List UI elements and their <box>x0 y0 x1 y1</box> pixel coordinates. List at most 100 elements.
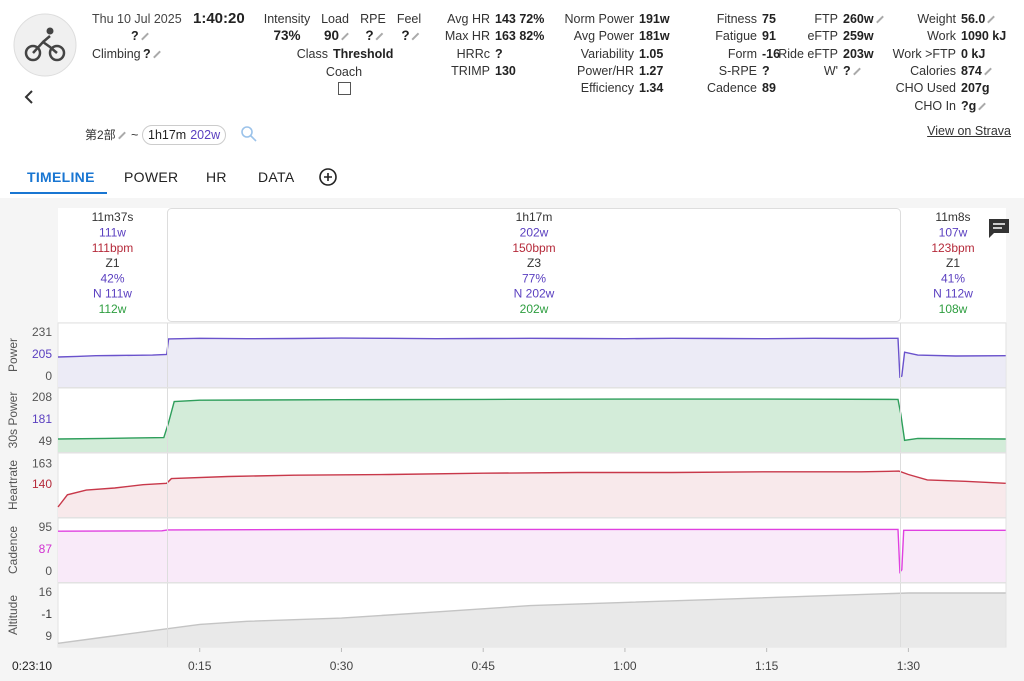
segment-percent: 42% <box>100 271 124 285</box>
line <box>57 592 1006 644</box>
segment-duration: 11m37s <box>92 210 134 224</box>
strava-link[interactable]: View on Strava <box>927 124 1011 138</box>
panel-y-label: Power <box>6 338 20 372</box>
stat-value: 207g <box>961 81 990 96</box>
stat-value: 0 kJ <box>961 46 986 61</box>
stat-value: 1.34 <box>639 81 664 96</box>
stat-value: 260w <box>843 12 884 26</box>
stat-label: S-RPE <box>718 63 757 78</box>
stat-value: 203w <box>843 46 874 61</box>
selected-segment[interactable] <box>167 208 901 322</box>
area-fill <box>58 593 1006 647</box>
stat-value: 75 <box>762 12 776 26</box>
y-tick-label: 208 <box>32 390 52 404</box>
area-fill <box>58 399 1006 452</box>
activity-name[interactable]: ? <box>131 29 149 43</box>
segment-percent: 77% <box>522 271 546 285</box>
stat-label: FTP <box>814 12 838 26</box>
y-readout: 181 <box>32 412 52 426</box>
stat-label: Fitness <box>716 12 757 26</box>
segment-avg30: 202w <box>520 302 549 316</box>
lap-power: 202w <box>190 128 221 142</box>
stat-label: Form <box>727 46 757 61</box>
x-tick-label: 1:15 <box>755 659 779 673</box>
tab[interactable]: TIMELINE <box>27 169 95 185</box>
stat-label: Power/HR <box>577 63 634 78</box>
stat-label: TRIMP <box>451 63 490 78</box>
coach-label: Coach <box>325 65 363 79</box>
segment-duration: 11m8s <box>935 210 970 224</box>
y-readout: 140 <box>32 477 52 491</box>
stat-label: Work >FTP <box>892 46 956 61</box>
stat-label: Ride eFTP <box>778 46 838 61</box>
summary-value: ? <box>401 29 420 43</box>
y-readout: 87 <box>39 542 53 556</box>
panel-y-label: Cadence <box>6 526 20 574</box>
tab[interactable]: DATA <box>258 169 295 185</box>
summary-label: RPE <box>360 12 386 26</box>
y-readout: -1 <box>41 607 52 621</box>
search-icon[interactable] <box>241 126 257 142</box>
panel-y-label: 30s Power <box>6 392 20 449</box>
segment-hr: 111bpm <box>92 241 134 255</box>
area-fill <box>58 471 1006 517</box>
x-tick-label: 0:15 <box>188 659 212 673</box>
x-tick-label: 1:00 <box>613 659 637 673</box>
y-readout: 205 <box>32 347 52 361</box>
y-tick-label: 95 <box>39 520 53 534</box>
stat-label: CHO Used <box>895 81 956 96</box>
stat-label: Calories <box>910 63 956 78</box>
stat-label: HRRc <box>456 46 490 61</box>
comment-icon[interactable] <box>989 219 1009 238</box>
coach-checkbox[interactable] <box>338 82 351 95</box>
stat-value: 874 <box>961 64 992 78</box>
x-tick-label: 0:30 <box>330 659 354 673</box>
stat-label: Fatigue <box>715 29 757 44</box>
stat-value: 1090 kJ <box>961 29 1007 44</box>
summary-value: 73% <box>273 28 301 43</box>
panel-y-label: Heartrate <box>6 460 20 510</box>
stat-value: 191w <box>639 12 670 26</box>
lap-chip[interactable]: 1h17m 202w <box>142 125 227 145</box>
stat-label: Max HR <box>444 29 490 44</box>
add-tab[interactable] <box>319 168 337 186</box>
summary-label: Feel <box>396 12 422 26</box>
y-tick-label: 231 <box>32 325 52 339</box>
avatar[interactable] <box>13 13 77 77</box>
segment-zone: Z3 <box>527 256 541 270</box>
segment-norm: N 112w <box>933 287 973 301</box>
y-tick-label: 49 <box>39 434 53 448</box>
segment-zone: Z1 <box>946 256 960 270</box>
tab-underline <box>10 192 107 194</box>
lap-name[interactable]: 第2部 <box>85 128 126 142</box>
stat-value: 56.0 <box>961 12 996 26</box>
tab[interactable]: HR <box>206 169 227 185</box>
class-label: Class <box>296 47 328 61</box>
tab[interactable]: POWER <box>124 169 179 185</box>
segment-avg30: 108w <box>939 302 968 316</box>
stat-label: Variability <box>580 46 634 61</box>
climbing-value[interactable]: ? <box>143 47 161 61</box>
cursor-time: 0:23:10 <box>12 659 52 673</box>
segment-norm: N 111w <box>93 287 132 301</box>
y-tick-label: 163 <box>32 457 52 471</box>
class-value: Threshold <box>333 47 394 61</box>
back-button[interactable] <box>24 90 33 104</box>
segment-hr: 123bpm <box>931 241 974 255</box>
lap-separator: ~ <box>131 128 139 142</box>
area-fill <box>58 338 1006 387</box>
area-fill <box>58 529 1006 582</box>
cyclist-icon <box>24 35 66 62</box>
stat-value: 1.27 <box>639 63 664 78</box>
line <box>57 470 1006 508</box>
segment-power: 202w <box>520 225 549 239</box>
stat-label: W' <box>823 63 838 78</box>
segment-zone: Z1 <box>105 256 119 270</box>
activity-duration: 1:40:20 <box>193 10 245 27</box>
cyclist-head <box>46 27 54 35</box>
segment-duration: 1h17m <box>516 210 553 224</box>
stat-value: ? <box>495 46 503 61</box>
stat-value: ?g <box>961 99 987 113</box>
